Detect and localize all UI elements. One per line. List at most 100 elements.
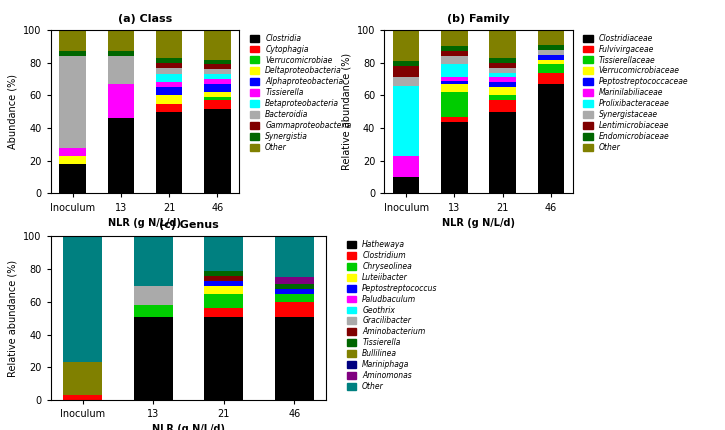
Bar [156, 104, 183, 112]
Bar [393, 177, 419, 194]
Bar [393, 156, 419, 177]
Bar [441, 84, 468, 92]
Bar [59, 51, 86, 56]
Bar [63, 362, 102, 395]
Bar [204, 92, 231, 97]
Bar [156, 112, 183, 194]
Bar [489, 77, 516, 83]
Bar [538, 50, 564, 55]
Bar [441, 81, 468, 84]
Bar [107, 56, 134, 84]
Bar [156, 63, 183, 68]
Bar [204, 64, 231, 69]
Bar [275, 237, 314, 277]
Bar [441, 122, 468, 194]
Bar [59, 148, 86, 156]
Legend: Clostridiaceae, Fulvivirgaceae, Tissierellaceae, Verrucomicrobiaceae, Peptostrep: Clostridiaceae, Fulvivirgaceae, Tissiere… [580, 31, 692, 155]
Bar [63, 237, 102, 362]
Bar [489, 63, 516, 68]
Bar [489, 100, 516, 112]
Bar [204, 108, 231, 194]
Bar [204, 100, 231, 108]
Bar [489, 87, 516, 95]
Bar [59, 56, 86, 148]
Bar [275, 316, 314, 400]
Bar [107, 118, 134, 194]
Bar [156, 68, 183, 74]
Bar [489, 83, 516, 87]
Bar [275, 302, 314, 316]
Bar [538, 55, 564, 59]
Bar [204, 97, 231, 100]
Bar [393, 61, 419, 66]
Bar [393, 30, 419, 61]
Bar [538, 73, 564, 84]
Bar [107, 30, 134, 51]
Bar [275, 277, 314, 284]
Bar [156, 87, 183, 95]
Bar [538, 59, 564, 64]
Bar [204, 79, 231, 84]
Bar [59, 156, 86, 164]
Bar [156, 83, 183, 87]
Bar [134, 305, 173, 316]
Bar [441, 51, 468, 56]
Y-axis label: Abundance (%): Abundance (%) [8, 74, 18, 149]
Bar [538, 30, 564, 45]
Bar [204, 84, 231, 92]
Bar [441, 30, 468, 46]
Bar [107, 51, 134, 56]
Bar [156, 30, 183, 58]
Bar [538, 45, 564, 50]
Title: (b) Family: (b) Family [447, 14, 510, 24]
Bar [489, 112, 516, 194]
Bar [204, 237, 243, 271]
Y-axis label: Relative abundance (%): Relative abundance (%) [8, 260, 18, 377]
Bar [489, 30, 516, 58]
Bar [59, 164, 86, 194]
Bar [489, 58, 516, 63]
Bar [441, 92, 468, 117]
Y-axis label: Relative abundance (%): Relative abundance (%) [341, 53, 352, 170]
Bar [441, 77, 468, 81]
Bar [204, 74, 231, 79]
Bar [489, 68, 516, 73]
Bar [156, 74, 183, 83]
Bar [107, 84, 134, 118]
Bar [204, 30, 231, 59]
Bar [204, 59, 231, 64]
X-axis label: NLR (g N/L/d): NLR (g N/L/d) [152, 424, 225, 430]
Bar [204, 316, 243, 400]
X-axis label: NLR (g N/L/d): NLR (g N/L/d) [442, 218, 515, 228]
Bar [204, 69, 231, 74]
Bar [134, 237, 173, 286]
Bar [275, 289, 314, 294]
Bar [275, 294, 314, 302]
Bar [204, 286, 243, 294]
Bar [538, 84, 564, 194]
Bar [204, 308, 243, 316]
Legend: Clostridia, Cytophagia, Verrucomicrobiae, Deltaproteobacteria, Alphaproteobacter: Clostridia, Cytophagia, Verrucomicrobiae… [247, 31, 355, 155]
Bar [59, 30, 86, 51]
Title: (c) Genus: (c) Genus [159, 220, 218, 230]
Bar [441, 46, 468, 51]
Bar [204, 294, 243, 308]
Bar [441, 64, 468, 77]
Bar [204, 276, 243, 281]
Legend: Hathewaya, Clostridium, Chryseolinea, Luteiibacter, Peptostreptococcus, Paludbac: Hathewaya, Clostridium, Chryseolinea, Lu… [344, 237, 441, 394]
Bar [134, 316, 173, 400]
Title: (a) Class: (a) Class [118, 14, 172, 24]
Bar [156, 95, 183, 104]
Bar [393, 86, 419, 156]
Bar [275, 284, 314, 289]
Bar [489, 73, 516, 77]
X-axis label: NLR (g N/L/d): NLR (g N/L/d) [109, 218, 181, 228]
Bar [538, 64, 564, 73]
Bar [134, 286, 173, 305]
Bar [204, 281, 243, 286]
Bar [441, 117, 468, 122]
Bar [63, 395, 102, 400]
Bar [489, 95, 516, 100]
Bar [156, 58, 183, 63]
Bar [393, 77, 419, 86]
